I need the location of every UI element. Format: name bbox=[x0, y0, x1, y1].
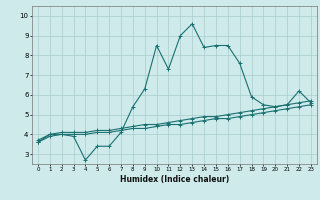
X-axis label: Humidex (Indice chaleur): Humidex (Indice chaleur) bbox=[120, 175, 229, 184]
